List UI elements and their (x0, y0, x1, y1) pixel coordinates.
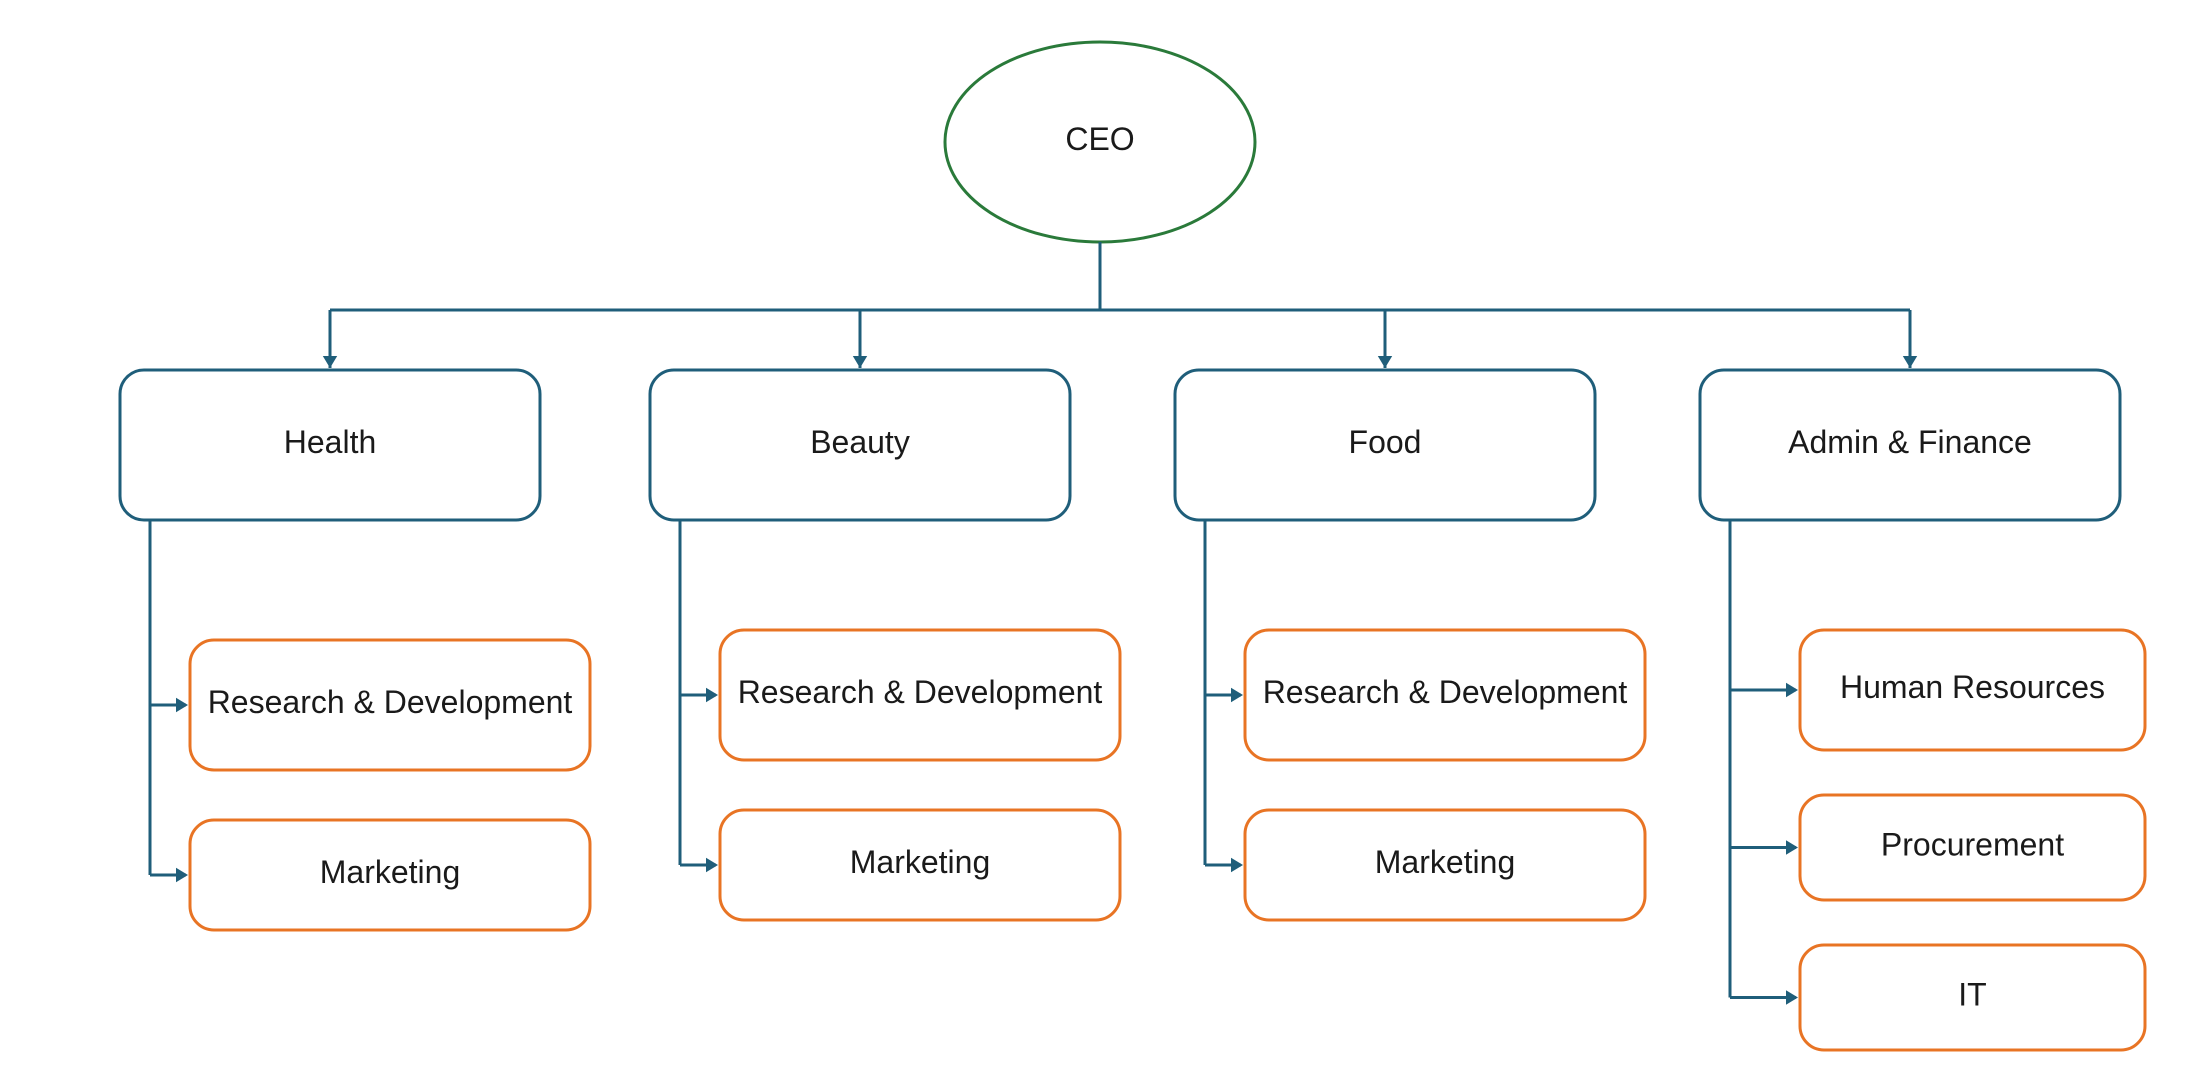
arrowhead-icon (1231, 688, 1243, 702)
arrowhead-icon (323, 356, 337, 368)
org-chart-diagram: CEO Health Research & Development Marketing… (0, 0, 2200, 1092)
node-label: Research & Development (738, 674, 1103, 710)
node-label: Admin & Finance (1788, 424, 2032, 460)
arrowhead-icon (853, 356, 867, 368)
node-label: Marketing (850, 844, 991, 880)
arrowhead-icon (1786, 683, 1798, 697)
arrowhead-icon (1786, 840, 1798, 854)
node-label: Human Resources (1840, 669, 2105, 705)
node-label: Research & Development (208, 684, 573, 720)
arrowhead-icon (1903, 356, 1917, 368)
arrowhead-icon (176, 698, 188, 712)
node-label: Health (284, 424, 377, 460)
arrowhead-icon (706, 688, 718, 702)
node-label: Marketing (320, 854, 461, 890)
node-label: CEO (1065, 121, 1134, 157)
arrowhead-icon (1231, 858, 1243, 872)
arrowhead-icon (1378, 356, 1392, 368)
node-label: Research & Development (1263, 674, 1628, 710)
arrowhead-icon (176, 868, 188, 882)
node-label: Beauty (810, 424, 910, 460)
node-label: IT (1958, 977, 1986, 1013)
node-label: Marketing (1375, 844, 1516, 880)
node-label: Food (1349, 424, 1422, 460)
node-label: Procurement (1881, 827, 2064, 863)
arrowhead-icon (1786, 990, 1798, 1004)
arrowhead-icon (706, 858, 718, 872)
